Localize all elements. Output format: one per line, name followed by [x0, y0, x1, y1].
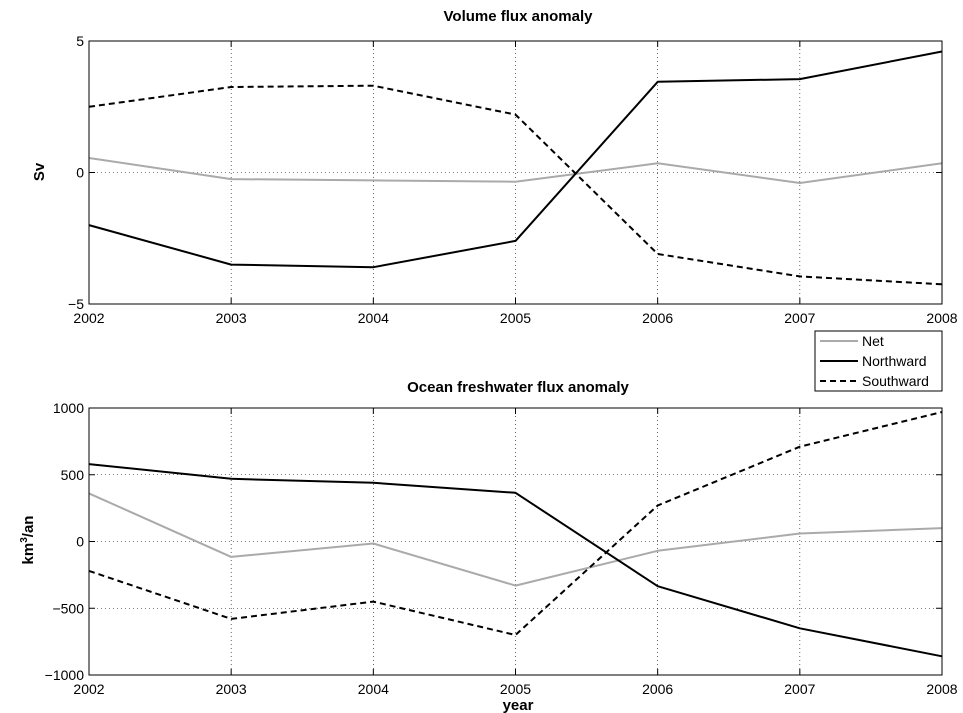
- volume-flux-title: Volume flux anomaly: [444, 8, 594, 25]
- ylabel-superscript: 3: [19, 537, 30, 543]
- x-tick-label: 2006: [642, 310, 673, 326]
- volume-flux-ylabel: Sv: [31, 162, 48, 181]
- legend-label-southward: Southward: [862, 373, 929, 389]
- series-line-southward: [88, 84, 943, 286]
- x-tick-label: 2005: [500, 310, 531, 326]
- x-tick-label: 2007: [784, 681, 815, 697]
- legend: Net Northward Southward: [814, 330, 943, 392]
- x-tick-label: 2002: [73, 681, 104, 697]
- x-tick-label: 2008: [926, 310, 957, 326]
- freshwater-flux-ylabel: km3/an: [19, 516, 37, 565]
- legend-label-northward: Northward: [862, 353, 927, 369]
- y-tick-label: 500: [61, 467, 85, 483]
- ylabel-base: km: [20, 543, 37, 565]
- series-line-net: [88, 157, 943, 184]
- x-tick-label: 2003: [216, 681, 247, 697]
- y-tick-label: 1000: [53, 400, 84, 416]
- legend-label-net: Net: [862, 333, 884, 349]
- series-line-net: [88, 492, 943, 587]
- freshwater-flux-xlabel: year: [503, 697, 534, 713]
- x-tick-label: 2007: [784, 310, 815, 326]
- y-tick-label: −500: [52, 600, 84, 616]
- plot-area: [89, 41, 942, 304]
- y-tick-label: 5: [76, 33, 84, 49]
- x-tick-label: 2004: [358, 310, 389, 326]
- series-line-northward: [88, 50, 943, 269]
- y-tick-label: 0: [76, 165, 84, 181]
- series-line-southward: [88, 411, 943, 636]
- x-tick-label: 2005: [500, 681, 531, 697]
- series-line-northward: [88, 463, 943, 658]
- x-tick-label: 2004: [358, 681, 389, 697]
- x-tick-label: 2002: [73, 310, 104, 326]
- x-tick-label: 2006: [642, 681, 673, 697]
- x-tick-label: 2008: [926, 681, 957, 697]
- y-tick-label: −5: [68, 296, 84, 312]
- axes-frame: [88, 40, 943, 305]
- freshwater-flux-panel: Ocean freshwater flux anomaly km3/an yea…: [19, 379, 958, 713]
- y-tick-label: 0: [76, 534, 84, 550]
- y-tick-label: −1000: [45, 667, 85, 683]
- axes-frame: [88, 407, 943, 676]
- freshwater-flux-title: Ocean freshwater flux anomaly: [407, 379, 629, 396]
- ylabel-rest: /an: [20, 516, 37, 538]
- x-tick-label: 2003: [216, 310, 247, 326]
- volume-flux-panel: Volume flux anomaly Sv 2002 2003 2004 2005 2…: [31, 8, 958, 326]
